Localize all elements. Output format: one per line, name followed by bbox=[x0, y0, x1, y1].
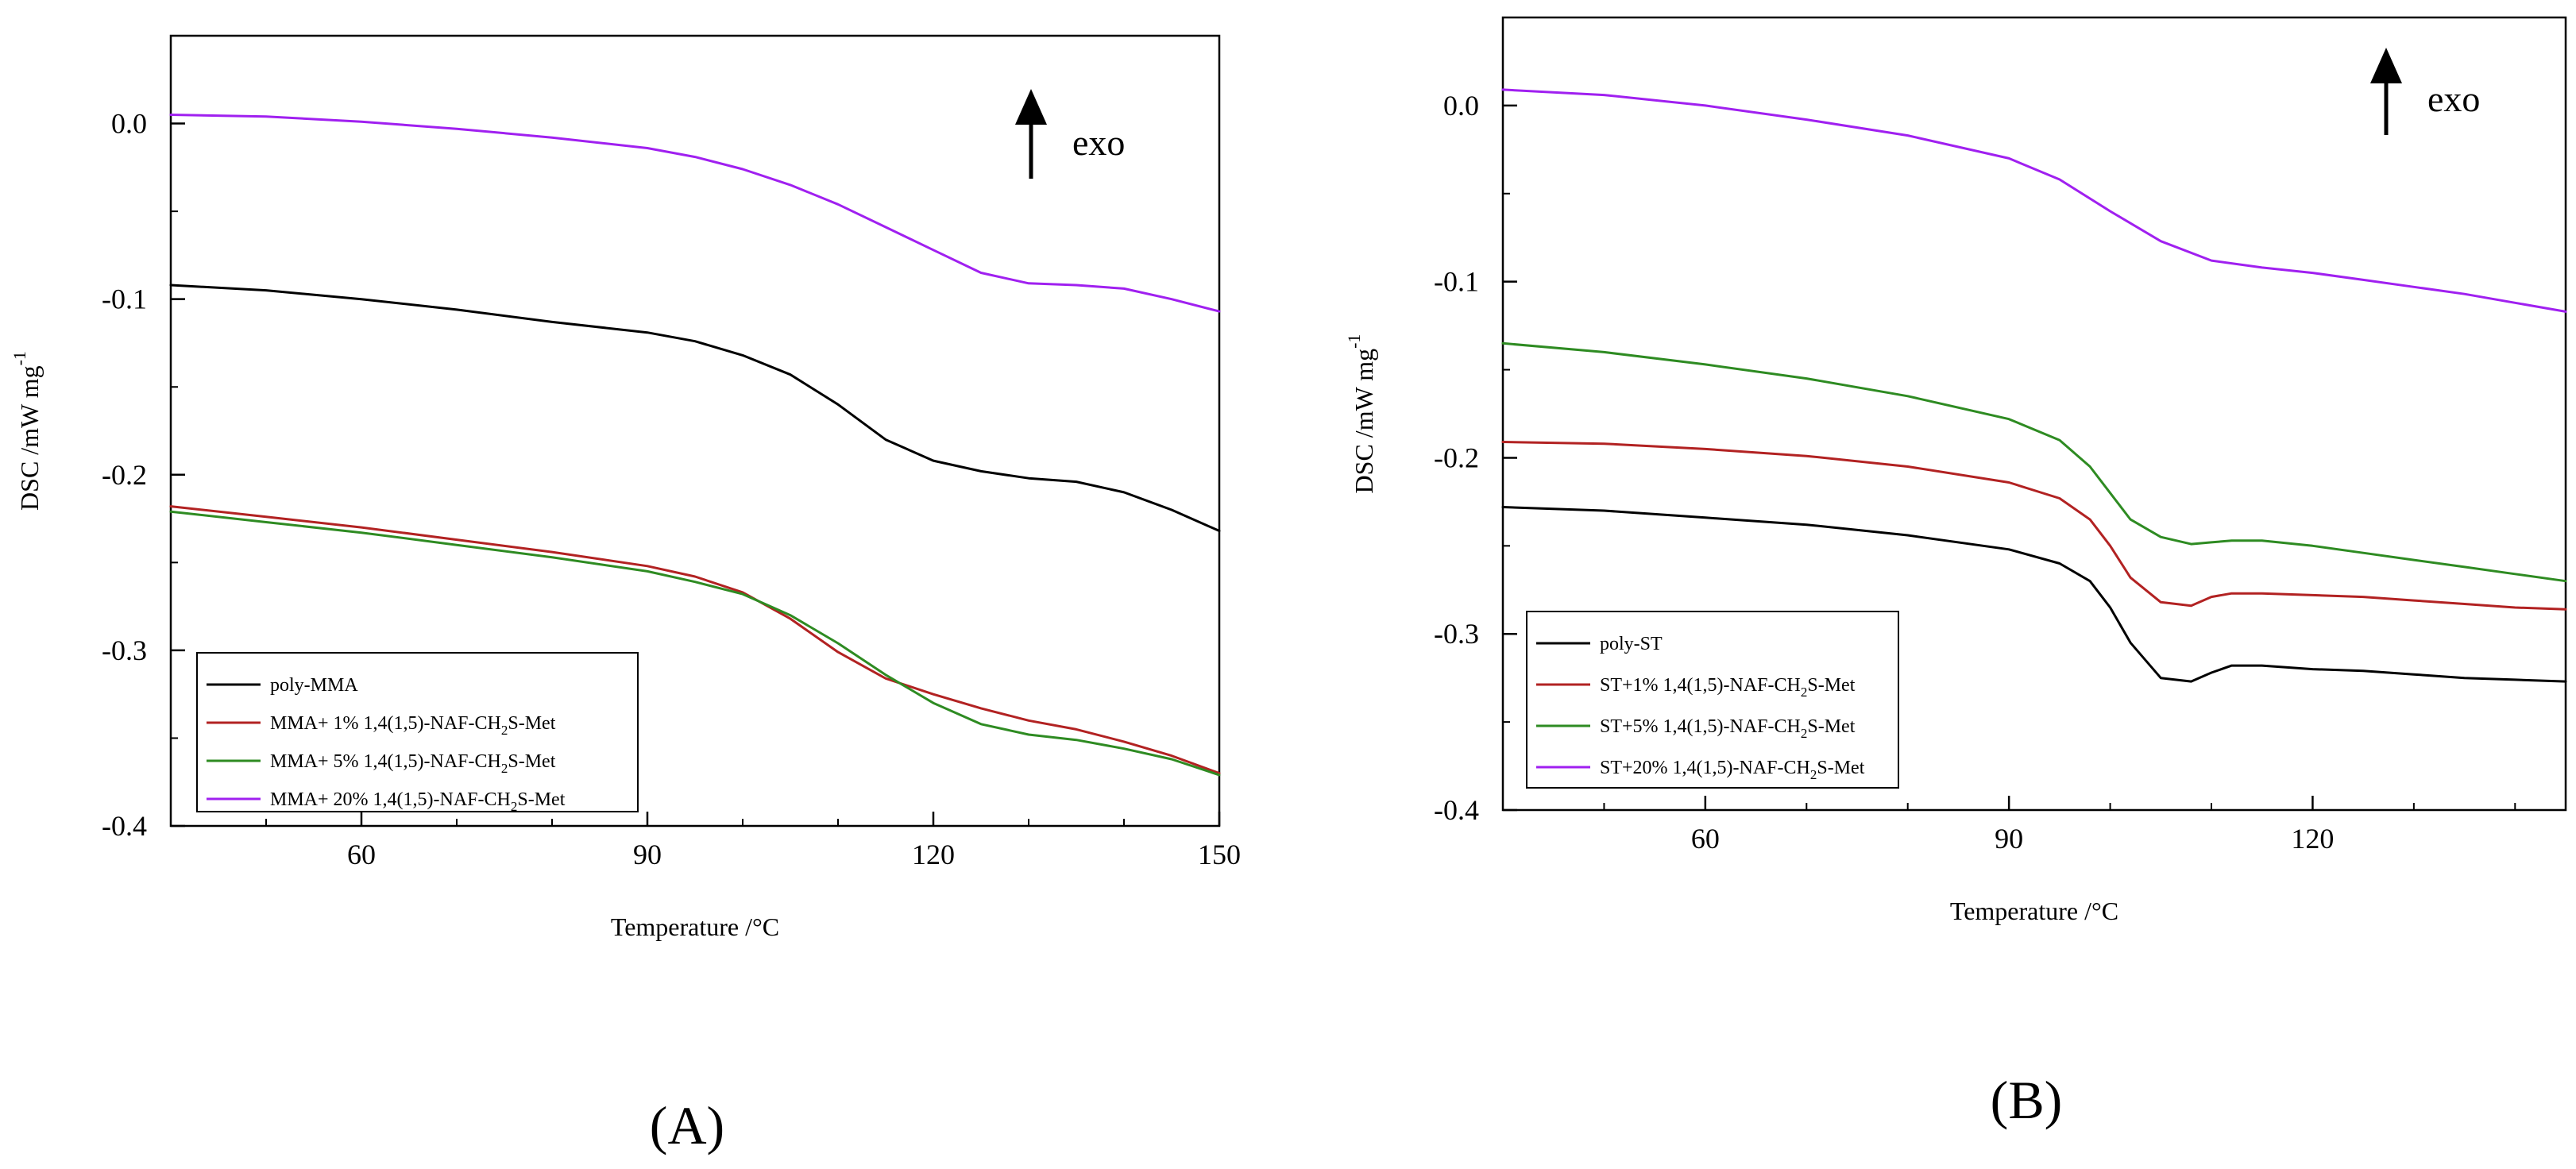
y-tick-label: -0.1 bbox=[1434, 266, 1479, 298]
legend-label-3: ST+20% 1,4(1,5)-NAF-CH2S-Met bbox=[1600, 758, 1865, 782]
panel-label: (B) bbox=[1991, 1070, 2063, 1130]
legend-label-3: MMA+ 20% 1,4(1,5)-NAF-CH2S-Met bbox=[270, 789, 566, 814]
x-tick-label: 60 bbox=[1691, 823, 1720, 855]
up-arrow-icon bbox=[2370, 48, 2402, 83]
legend-label-tail: S-Met bbox=[508, 751, 555, 772]
legend-box bbox=[1526, 611, 1899, 789]
y-tick-label: 0.0 bbox=[1443, 90, 1479, 122]
series-line-3 bbox=[169, 114, 1221, 313]
plot-frame bbox=[1501, 16, 2567, 812]
exo-label: exo bbox=[2427, 79, 2480, 119]
up-arrow-icon bbox=[1015, 89, 1047, 125]
y-tick-label: -0.2 bbox=[1434, 442, 1479, 473]
chart-panel-a: 60 90 120 150 0.0 -0.1 -0.2 -0.3 -0.4 Temperature… bbox=[10, 34, 1241, 1155]
legend-label-tail: S-Met bbox=[1817, 758, 1864, 778]
y-tick-label: -0.4 bbox=[1434, 794, 1479, 826]
legend-label-text: MMA+ 20% 1,4(1,5)-NAF-CH bbox=[270, 789, 511, 810]
legend-label-tail: S-Met bbox=[1807, 716, 1855, 737]
legend-label-subscript: 2 bbox=[1801, 685, 1808, 700]
legend-label-subscript: 2 bbox=[1801, 726, 1808, 741]
legend-label-0: poly-MMA bbox=[270, 675, 358, 696]
series-line-1 bbox=[169, 505, 1221, 775]
legend-label-2: MMA+ 5% 1,4(1,5)-NAF-CH2S-Met bbox=[270, 751, 556, 776]
series-line-1 bbox=[1501, 441, 2567, 611]
y-axis-title-text: DSC /mW mg bbox=[15, 365, 44, 511]
y-tick-label: -0.3 bbox=[1434, 618, 1479, 650]
series-line-0 bbox=[169, 284, 1221, 532]
legend-label-text: ST+20% 1,4(1,5)-NAF-CH bbox=[1600, 758, 1810, 778]
x-tick-label: 60 bbox=[347, 839, 376, 870]
legend-label-1: ST+1% 1,4(1,5)-NAF-CH2S-Met bbox=[1600, 675, 1856, 700]
series-line-2 bbox=[1501, 341, 2567, 583]
plot-frame bbox=[169, 34, 1221, 828]
legend-label-subscript: 2 bbox=[501, 761, 508, 776]
series-line-2 bbox=[169, 510, 1221, 777]
legend-label-0: poly-ST bbox=[1600, 634, 1663, 654]
legend-label-text: ST+5% 1,4(1,5)-NAF-CH bbox=[1600, 716, 1801, 737]
legend-label-1: MMA+ 1% 1,4(1,5)-NAF-CH2S-Met bbox=[270, 713, 556, 738]
y-tick-label: -0.1 bbox=[102, 284, 147, 315]
y-axis-title-superscript: -1 bbox=[10, 351, 29, 365]
y-axis-title-text: DSC /mW mg bbox=[1350, 349, 1378, 494]
legend-label-subscript: 2 bbox=[1810, 767, 1817, 782]
x-tick-label: 120 bbox=[912, 839, 955, 870]
x-tick-label: 90 bbox=[1995, 823, 2023, 855]
legend-box bbox=[196, 652, 639, 812]
legend-label-text: poly-ST bbox=[1600, 634, 1663, 654]
x-axis-title: Temperature /°C bbox=[611, 912, 779, 941]
series-line-3 bbox=[1501, 88, 2567, 313]
y-tick-label: -0.2 bbox=[102, 459, 147, 491]
legend-label-tail: S-Met bbox=[517, 789, 565, 810]
legend-label-text: poly-MMA bbox=[270, 675, 358, 696]
y-tick-label: -0.4 bbox=[102, 810, 147, 842]
series-line-0 bbox=[1501, 506, 2567, 683]
exo-label: exo bbox=[1072, 122, 1125, 163]
legend-label-subscript: 2 bbox=[511, 799, 518, 814]
y-axis-title: DSC /mW mg-1 bbox=[10, 351, 44, 511]
legend-label-text: MMA+ 5% 1,4(1,5)-NAF-CH bbox=[270, 751, 501, 772]
legend-label-2: ST+5% 1,4(1,5)-NAF-CH2S-Met bbox=[1600, 716, 1856, 741]
y-axis-title: DSC /mW mg-1 bbox=[1344, 334, 1378, 494]
panel-label: (A) bbox=[650, 1095, 724, 1155]
y-tick-label: 0.0 bbox=[111, 108, 147, 140]
legend-label-text: MMA+ 1% 1,4(1,5)-NAF-CH bbox=[270, 713, 501, 734]
legend-label-tail: S-Met bbox=[1807, 675, 1855, 696]
y-axis-title-superscript: -1 bbox=[1344, 334, 1364, 349]
chart-panel-b: 60 90 120 0.0 -0.1 -0.2 -0.3 -0.4 Temperature /°… bbox=[1344, 16, 2567, 1130]
legend-label-text: ST+1% 1,4(1,5)-NAF-CH bbox=[1600, 675, 1801, 696]
x-tick-label: 90 bbox=[633, 839, 662, 870]
x-tick-label: 150 bbox=[1198, 839, 1241, 870]
y-tick-label: -0.3 bbox=[102, 635, 147, 666]
legend-label-tail: S-Met bbox=[508, 713, 555, 734]
x-tick-label: 120 bbox=[2291, 823, 2334, 855]
legend-label-subscript: 2 bbox=[501, 723, 508, 738]
x-axis-title: Temperature /°C bbox=[1950, 897, 2118, 925]
